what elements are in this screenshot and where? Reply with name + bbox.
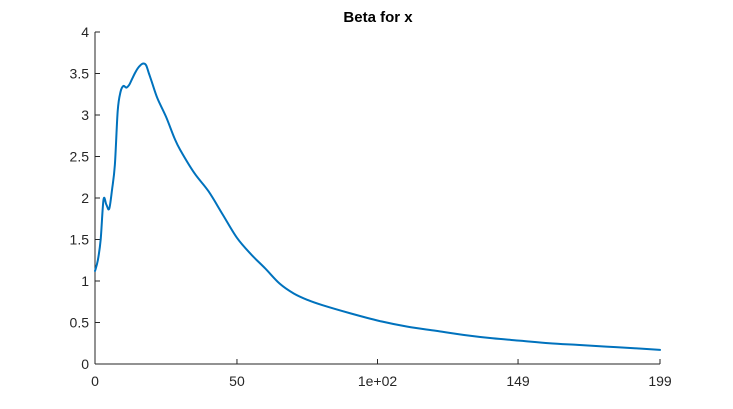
y-tick-label: 2.5 (70, 149, 90, 165)
x-tick-label: 149 (506, 373, 530, 389)
x-tick-label: 199 (648, 373, 672, 389)
chart-title: Beta for x (343, 9, 413, 26)
y-tick-label: 3.5 (70, 66, 90, 82)
y-tick-label: 1 (81, 273, 89, 289)
x-tick-label: 0 (91, 373, 99, 389)
x-tick-label: 50 (229, 373, 245, 389)
y-tick-label: 1.5 (70, 232, 90, 248)
y-tick-label: 3 (81, 107, 89, 123)
y-tick-label: 4 (81, 24, 89, 40)
y-tick-label: 2 (81, 190, 89, 206)
y-tick-label: 0.5 (70, 315, 90, 331)
y-tick-label: 0 (81, 356, 89, 372)
series-layer (94, 62, 661, 351)
x-tick-label: 1e+02 (358, 373, 398, 389)
x-axis: 0 50 1e+02 149 199 (91, 359, 672, 389)
y-axis: 0 0.5 1 1.5 2 2.5 3 3.5 4 (70, 24, 100, 372)
series-line-0 (94, 62, 661, 351)
